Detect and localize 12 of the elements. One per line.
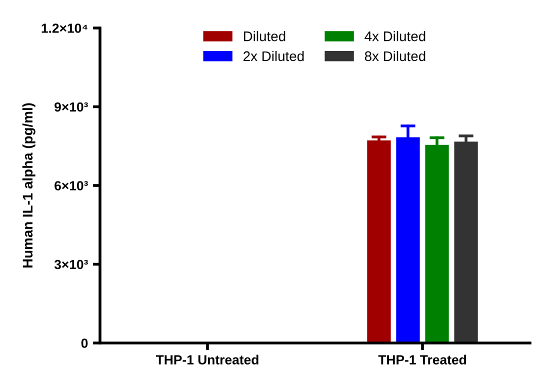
y-tick-label: 0 [81,338,88,348]
x-tick-label: THP-1 Untreated [156,354,258,364]
legend-label: 4x Diluted [364,31,426,42]
y-tick-label: 3×10³ [54,260,88,270]
legend-label: 8x Diluted [364,50,426,62]
y-tick-label: 9×10³ [54,102,88,112]
y-tick-label: 6×10³ [54,181,88,190]
y-tick-label: 1.2×10⁴ [42,24,88,33]
legend-label: 2x Diluted [244,50,304,62]
x-tick-label: THP-1 Treated [378,354,466,364]
legend-label: Diluted [244,31,286,42]
y-axis-title: Human IL-1 alpha (pg/ml) [22,103,36,268]
